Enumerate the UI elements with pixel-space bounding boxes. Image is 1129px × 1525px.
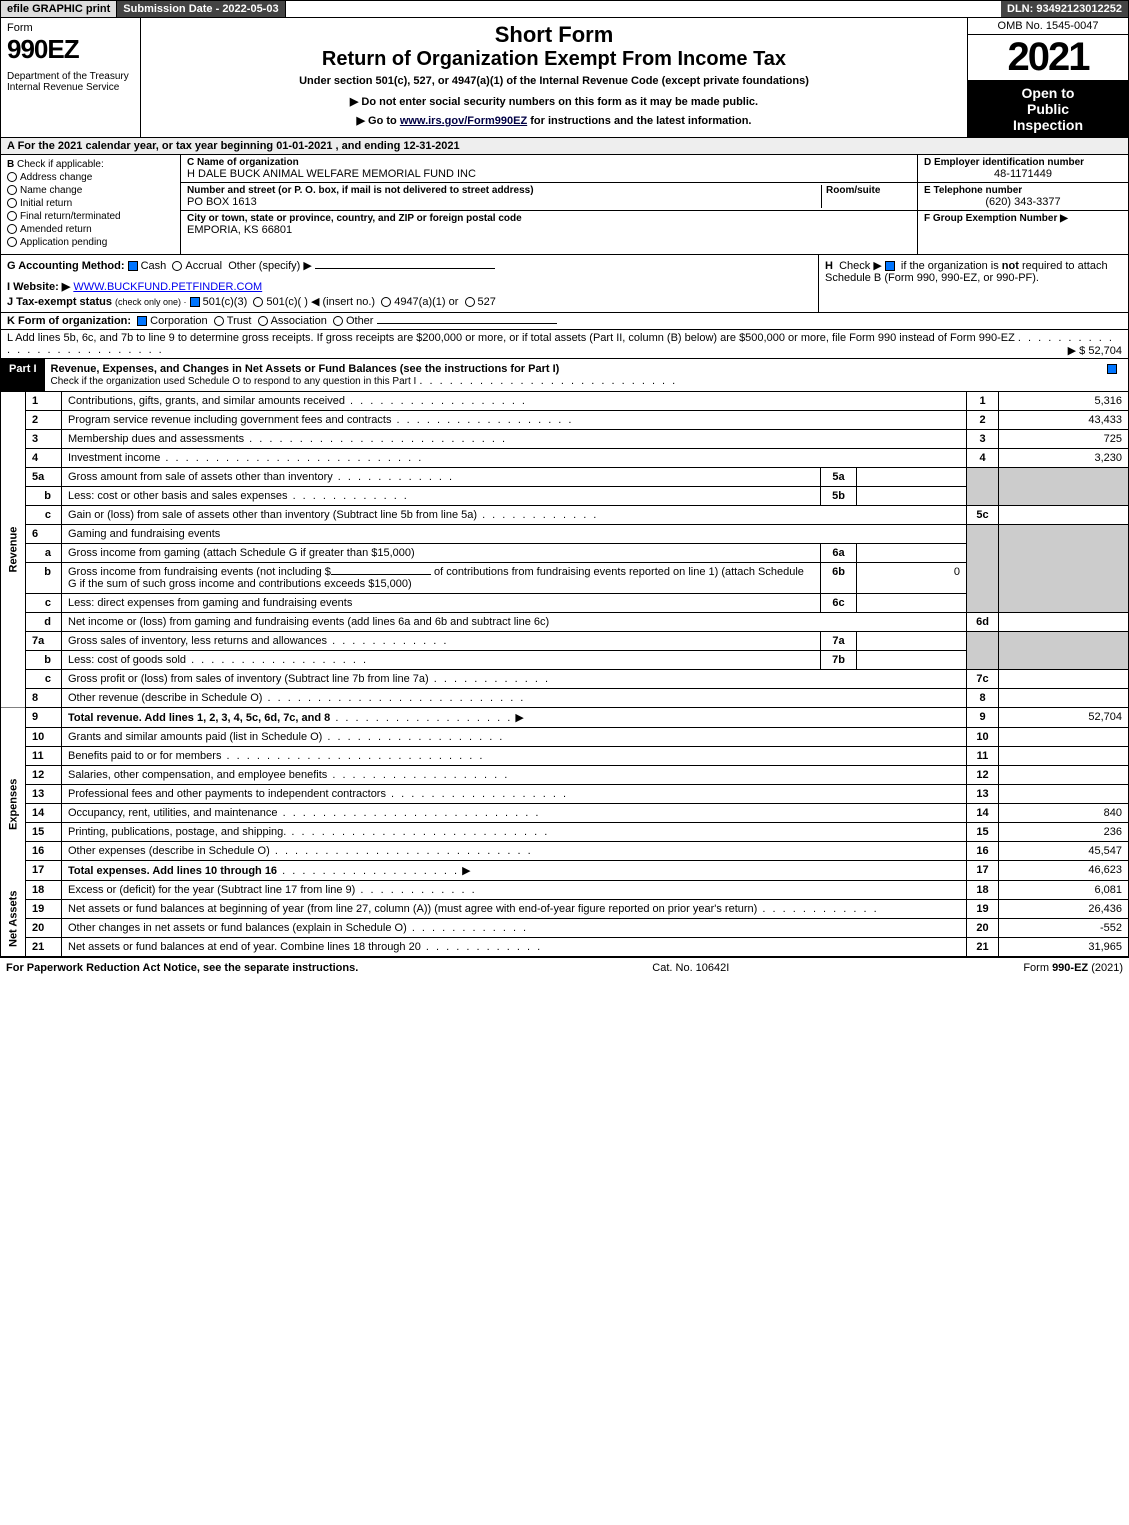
footer: For Paperwork Reduction Act Notice, see … xyxy=(0,957,1129,978)
radio-accrual[interactable] xyxy=(172,261,182,271)
org-name: H DALE BUCK ANIMAL WELFARE MEMORIAL FUND… xyxy=(187,168,911,180)
line-14-value: 840 xyxy=(999,804,1129,823)
dln: DLN: 93492123012252 xyxy=(1001,1,1128,17)
department: Department of the Treasury Internal Reve… xyxy=(7,71,134,93)
open-to-public: Open to Public Inspection xyxy=(968,81,1128,137)
checkbox-final-return[interactable]: Final return/terminated xyxy=(7,211,174,222)
section-k: K Form of organization: Corporation Trus… xyxy=(0,313,1129,330)
section-c: C Name of organization H DALE BUCK ANIMA… xyxy=(181,155,918,254)
gross-receipts: ▶ $ 52,704 xyxy=(1068,344,1122,357)
section-b: B Check if applicable: Address change Na… xyxy=(1,155,181,254)
form-title: Return of Organization Exempt From Incom… xyxy=(151,48,957,71)
checkbox-501c3[interactable] xyxy=(190,297,200,307)
line-2-value: 43,433 xyxy=(999,411,1129,430)
ein: 48-1171449 xyxy=(924,168,1122,180)
line-1-value: 5,316 xyxy=(999,392,1129,411)
line-9-value: 52,704 xyxy=(999,708,1129,728)
checkbox-initial-return[interactable]: Initial return xyxy=(7,198,174,209)
irs-link[interactable]: www.irs.gov/Form990EZ xyxy=(400,115,527,127)
form-number: 990EZ xyxy=(7,34,134,65)
instructions-link-row: ▶ Go to www.irs.gov/Form990EZ for instru… xyxy=(151,114,957,127)
line-3-value: 725 xyxy=(999,430,1129,449)
section-l: L Add lines 5b, 6c, and 7b to line 9 to … xyxy=(0,330,1129,359)
checkbox-schedule-b[interactable] xyxy=(885,261,895,271)
omb-number: OMB No. 1545-0047 xyxy=(968,18,1128,35)
radio-association[interactable] xyxy=(258,316,268,326)
part-i-header: Part I Revenue, Expenses, and Changes in… xyxy=(0,359,1129,392)
radio-4947[interactable] xyxy=(381,297,391,307)
header-grid: B Check if applicable: Address change Na… xyxy=(0,155,1129,255)
radio-trust[interactable] xyxy=(214,316,224,326)
radio-other-org[interactable] xyxy=(333,316,343,326)
line-21-value: 31,965 xyxy=(999,938,1129,957)
org-city: EMPORIA, KS 66801 xyxy=(187,224,911,236)
checkbox-amended-return[interactable]: Amended return xyxy=(7,224,174,235)
group-exemption: F Group Exemption Number ▶ xyxy=(924,213,1122,224)
line-18-value: 6,081 xyxy=(999,881,1129,900)
form-short-title: Short Form xyxy=(151,22,957,48)
line-4-value: 3,230 xyxy=(999,449,1129,468)
radio-501c[interactable] xyxy=(253,297,263,307)
checkbox-address-change[interactable]: Address change xyxy=(7,172,174,183)
part-i-table: Revenue 1 Contributions, gifts, grants, … xyxy=(0,392,1129,957)
phone: (620) 343-3377 xyxy=(924,196,1122,208)
submission-date: Submission Date - 2022-05-03 xyxy=(117,1,285,17)
line-6b-value: 0 xyxy=(857,563,967,594)
netassets-label: Net Assets xyxy=(1,881,26,957)
expenses-label: Expenses xyxy=(1,728,26,881)
revenue-label: Revenue xyxy=(1,392,26,708)
section-g-h: G Accounting Method: Cash Accrual Other … xyxy=(0,255,1129,313)
line-16-value: 45,547 xyxy=(999,842,1129,861)
ssn-warning: ▶ Do not enter social security numbers o… xyxy=(151,95,957,108)
line-20-value: -552 xyxy=(999,919,1129,938)
checkbox-name-change[interactable]: Name change xyxy=(7,185,174,196)
form-subtitle: Under section 501(c), 527, or 4947(a)(1)… xyxy=(151,75,957,87)
checkbox-corporation[interactable] xyxy=(137,316,147,326)
section-a: A For the 2021 calendar year, or tax yea… xyxy=(0,138,1129,155)
website-link[interactable]: WWW.BUCKFUND.PETFINDER.COM xyxy=(73,281,262,293)
tax-year: 2021 xyxy=(968,35,1128,81)
line-15-value: 236 xyxy=(999,823,1129,842)
line-17-value: 46,623 xyxy=(999,861,1129,881)
section-d-e-f: D Employer identification number 48-1171… xyxy=(918,155,1128,254)
efile-print-button[interactable]: efile GRAPHIC print xyxy=(1,1,117,17)
org-street: PO BOX 1613 xyxy=(187,196,821,208)
checkbox-cash[interactable] xyxy=(128,261,138,271)
line-19-value: 26,436 xyxy=(999,900,1129,919)
form-label: Form xyxy=(7,22,134,34)
radio-527[interactable] xyxy=(465,297,475,307)
checkbox-application-pending[interactable]: Application pending xyxy=(7,237,174,248)
checkbox-schedule-o[interactable] xyxy=(1107,364,1117,374)
topbar: efile GRAPHIC print Submission Date - 20… xyxy=(0,0,1129,18)
form-header: Form 990EZ Department of the Treasury In… xyxy=(0,18,1129,138)
